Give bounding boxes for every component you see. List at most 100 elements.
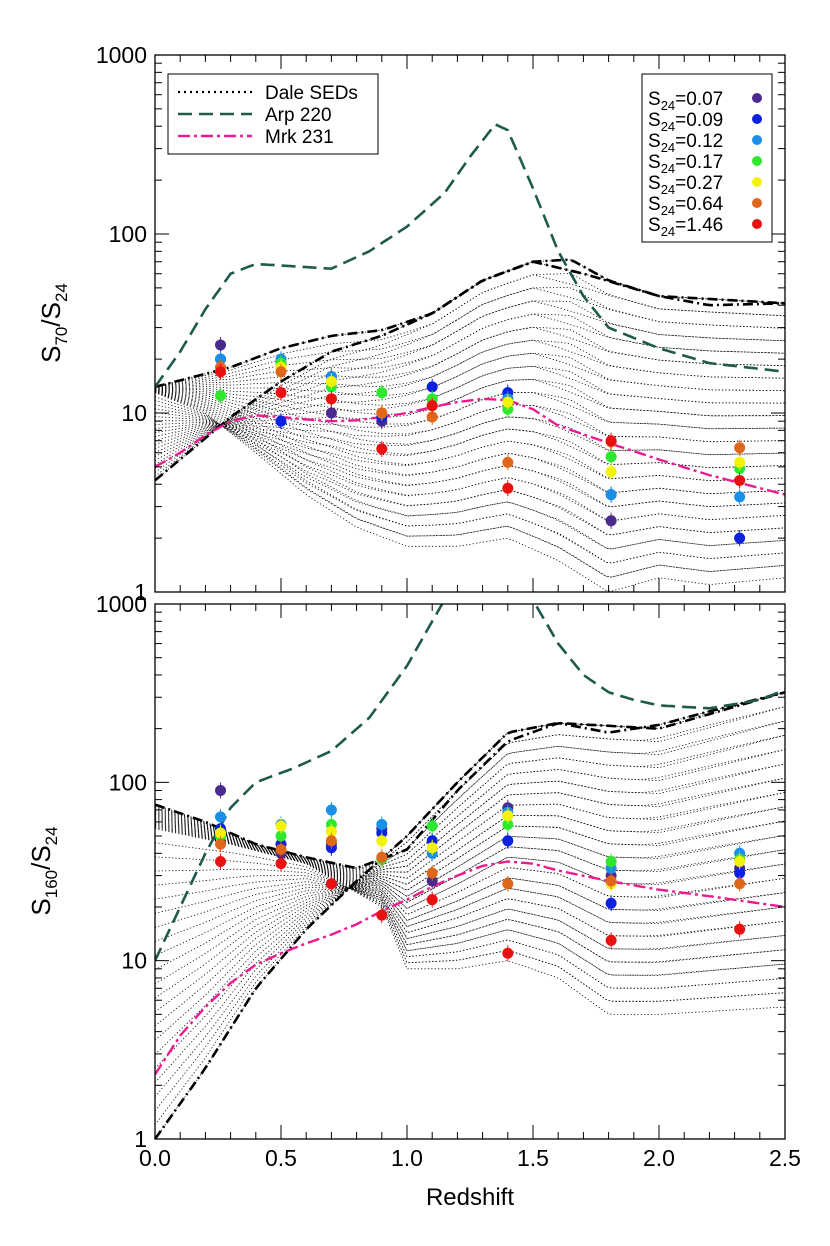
legend-line-label: Mrk 231 (265, 127, 334, 148)
arp-220-line (155, 604, 785, 962)
dale-sed-curve (154, 352, 786, 397)
dale-sed-curve (154, 884, 786, 928)
model-lines (155, 122, 785, 496)
data-point (502, 396, 514, 408)
dale-sed-curve (154, 875, 786, 963)
data-point (502, 482, 514, 494)
data-point (605, 515, 617, 527)
dale-sed-curve (154, 326, 786, 461)
data-point (325, 878, 337, 890)
flux-legend-label: S24=0.64 (648, 194, 724, 218)
data-point (426, 867, 438, 879)
data-point (275, 858, 287, 870)
dale-sed-curve (154, 706, 786, 1126)
data-point (215, 811, 227, 823)
dale-sed-curve (154, 261, 786, 481)
flux-legend-box (641, 73, 773, 243)
data-points (215, 782, 746, 962)
data-point (325, 375, 337, 387)
data-point (605, 855, 617, 867)
dale-sed-curve (154, 792, 786, 1041)
data-point (376, 443, 388, 455)
data-point (215, 855, 227, 867)
dale-sed-curve (154, 378, 785, 445)
y-tick-label: 100 (109, 221, 147, 247)
dale-sed-curve (154, 313, 786, 389)
data-point (734, 456, 746, 468)
data-point (325, 826, 337, 838)
x-tick-labels: 0.0 0.5 1.0 1.5 2.0 2.5 (139, 1145, 801, 1171)
data-point (215, 784, 227, 796)
dale-sed-curve (154, 827, 786, 1002)
dale-sed-curve (154, 408, 786, 536)
dale-sed-curve (154, 287, 786, 388)
dale-sed-curve (154, 365, 785, 406)
dale-sed-curve (154, 274, 786, 477)
data-point (275, 830, 287, 842)
data-point (734, 442, 746, 454)
dale-sed-curve (154, 287, 786, 473)
flux-legend-marker (752, 114, 762, 124)
dale-sed-curve (154, 421, 786, 482)
data-point (605, 897, 617, 909)
dale-sed-curve (154, 392, 786, 592)
y-axis-label: S160/S24 (26, 826, 61, 915)
plot-frame (154, 54, 786, 593)
data-point (376, 387, 388, 399)
data-point (426, 400, 438, 412)
data-point (275, 820, 287, 832)
dale-sed-curve (154, 842, 786, 1002)
arp-220-line (155, 122, 785, 388)
dale-sed-curve (154, 877, 786, 942)
data-point (605, 466, 617, 478)
dale-sed-curve (154, 821, 786, 937)
flux-legend-label: S24=1.46 (648, 215, 723, 239)
data-point (734, 923, 746, 935)
dale-sed-curve (154, 823, 786, 963)
data-point (215, 339, 227, 351)
data-point (325, 393, 337, 405)
dale-sed-templates (154, 258, 786, 592)
dale-sed-curve (154, 734, 786, 872)
dale-sed-curve (154, 389, 786, 469)
dale-sed-curve (154, 389, 785, 430)
dale-sed-curve (154, 365, 785, 449)
dale-sed-curve (154, 389, 786, 456)
data-point (215, 353, 227, 365)
dale-sed-curve (154, 391, 786, 550)
data-point (215, 390, 227, 402)
flux-legend-marker (752, 93, 762, 103)
dale-sed-curve (154, 826, 786, 989)
mrk-231-line (155, 397, 785, 496)
dale-sed-curve (154, 868, 786, 976)
y-tick-label: 10 (121, 948, 147, 974)
dale-sed-curve (154, 816, 786, 903)
flux-legend-marker (752, 177, 762, 187)
x-axis-label: Redshift (426, 1184, 514, 1211)
y-tick-label: 100 (109, 769, 147, 795)
dale-sed-curve (154, 820, 786, 1013)
data-points (215, 336, 746, 547)
legend-line-label: Arp 220 (265, 105, 332, 126)
dale-sed-curve (154, 400, 786, 564)
dale-sed-curve (154, 806, 786, 1027)
y-tick-label: 1 (134, 579, 147, 605)
bottom-panel: 1 10 100 1000 S160/S24 (26, 591, 786, 1152)
dale-sed-curve (154, 818, 786, 915)
dale-sed-envelope (154, 260, 786, 482)
dale-sed-curve (154, 720, 786, 871)
data-point (275, 387, 287, 399)
plot-frame (154, 603, 786, 1140)
dale-sed-envelope (153, 690, 786, 1140)
data-point (215, 366, 227, 378)
dale-sed-curve (154, 881, 786, 937)
x-tick-label: 0.5 (265, 1145, 297, 1171)
flux-legend-label: S24=0.27 (648, 173, 723, 197)
dale-sed-curve (154, 749, 786, 1083)
data-point (426, 381, 438, 393)
axes: 1 10 100 1000 (96, 591, 786, 1152)
x-tick-label: 2.0 (643, 1145, 675, 1171)
dale-sed-curve (154, 390, 786, 508)
dale-sed-curve (154, 339, 786, 389)
top-panel: 1 10 100 1000 S70/S24 (36, 42, 786, 605)
